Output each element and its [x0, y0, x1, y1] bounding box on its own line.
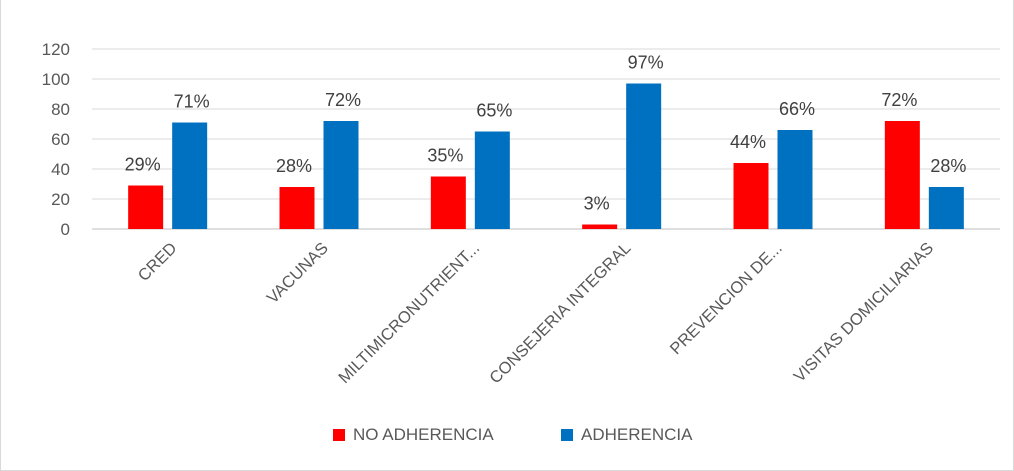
bar-no-adherencia — [582, 224, 618, 229]
bar-adherencia — [323, 121, 359, 229]
y-tick-label: 40 — [51, 160, 70, 179]
data-label: 97% — [628, 53, 664, 73]
data-label: 66% — [779, 99, 815, 119]
bar-adherencia — [172, 122, 208, 229]
bar-no-adherencia — [430, 176, 466, 229]
data-label: 3% — [584, 194, 610, 214]
data-label: 28% — [930, 156, 966, 176]
bar-adherencia — [474, 131, 510, 229]
x-tick-label: MILTIMICRONUTRIENT... — [335, 239, 483, 387]
data-label: 28% — [276, 156, 312, 176]
bar-no-adherencia — [733, 163, 769, 229]
legend-label-adherencia: ADHERENCIA — [581, 425, 693, 444]
x-tick-label: VACUNAS — [264, 239, 332, 307]
data-label: 65% — [476, 101, 512, 121]
data-label: 72% — [881, 90, 917, 110]
y-tick-label: 100 — [42, 70, 70, 89]
x-tick-label: CRED — [135, 239, 181, 285]
x-tick-label: PREVENCION DE... — [667, 239, 786, 358]
bar-adherencia — [928, 187, 964, 229]
y-tick-label: 80 — [51, 100, 70, 119]
x-tick-label: CONSEJERIA INTEGRAL — [486, 239, 634, 387]
legend-label-no-adherencia: NO ADHERENCIA — [353, 425, 494, 444]
y-tick-label: 60 — [51, 130, 70, 149]
y-tick-label: 120 — [42, 40, 70, 59]
bar-adherencia — [626, 83, 662, 229]
legend-swatch-no-adherencia — [333, 429, 345, 441]
bar-no-adherencia — [279, 187, 315, 229]
data-label: 29% — [125, 155, 161, 175]
y-tick-label: 20 — [51, 190, 70, 209]
y-tick-label: 0 — [61, 220, 70, 239]
data-label: 44% — [730, 132, 766, 152]
legend-swatch-adherencia — [561, 429, 573, 441]
x-tick-label: VISITAS DOMICILIARIAS — [790, 239, 937, 386]
bar-no-adherencia — [884, 121, 920, 229]
data-label: 72% — [325, 90, 361, 110]
data-label: 35% — [427, 146, 463, 166]
bar-adherencia — [777, 130, 813, 229]
bar-no-adherencia — [128, 185, 164, 229]
data-label: 71% — [174, 92, 210, 112]
